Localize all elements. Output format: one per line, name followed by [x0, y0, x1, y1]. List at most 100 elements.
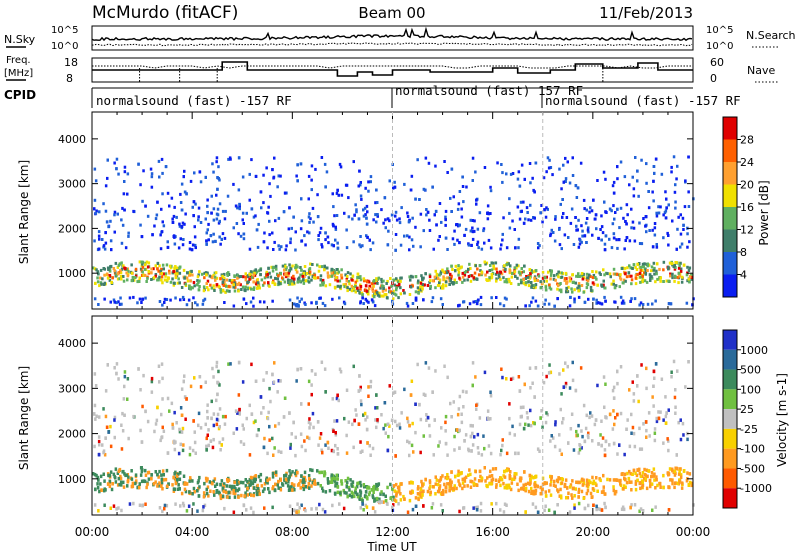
power-cell-2106 — [614, 272, 617, 276]
velocity-cell-1919 — [123, 413, 126, 417]
power-cell-130 — [160, 267, 163, 271]
velocity-cell-1532 — [277, 486, 280, 490]
noise-right-tick-top: 10^5 — [706, 25, 733, 36]
power-cell-1618 — [679, 261, 682, 265]
power-cell-2580 — [625, 222, 628, 226]
power-cell-1153 — [547, 166, 551, 170]
velocity-cell-1756 — [594, 481, 597, 486]
velocity-cell-1045 — [97, 509, 100, 513]
power-cell-2184 — [564, 180, 567, 183]
power-cell-2148 — [603, 242, 607, 246]
velocity-cell-1053 — [162, 473, 165, 477]
power-cell-1537 — [93, 167, 97, 171]
power-cell-2006 — [441, 303, 444, 306]
power-cell-2539 — [156, 267, 159, 271]
power-cell-1144 — [169, 280, 173, 284]
power-cell-2519 — [107, 268, 110, 271]
power-cell-2285 — [652, 165, 656, 168]
power-cell-1434 — [253, 273, 257, 277]
power-cell-2062 — [677, 281, 680, 285]
velocity-cell-92 — [660, 377, 664, 381]
velocity-cell-1955 — [577, 490, 580, 494]
velocity-cell-1479 — [318, 470, 321, 475]
power-cell-148 — [161, 220, 164, 224]
velocity-cell-1051 — [460, 420, 464, 425]
velocity-cell-1739 — [534, 488, 538, 493]
velocity-cell-1206 — [461, 477, 464, 482]
power-cell-2424 — [113, 300, 116, 304]
power-cell-1560 — [665, 279, 668, 283]
velocity-cell-1550 — [333, 476, 337, 481]
velocity-cell-1923 — [357, 422, 361, 426]
velocity-cell-44 — [595, 476, 598, 480]
power-cell-457 — [392, 297, 395, 301]
velocity-cell-2087 — [107, 430, 110, 434]
power-cell-91 — [399, 243, 403, 247]
velocity-cell-1100 — [188, 452, 192, 457]
velocity-cell-226 — [259, 478, 262, 483]
power-cell-96 — [303, 234, 306, 238]
power-cell-1562 — [641, 262, 645, 266]
power-cell-404 — [587, 230, 590, 234]
power-cell-1484 — [94, 179, 98, 183]
power-cell-1113 — [554, 278, 557, 282]
power-cell-2566 — [250, 207, 254, 211]
power-cell-2248 — [513, 266, 517, 270]
power-cell-1008 — [534, 299, 538, 303]
velocity-cell-957 — [115, 507, 118, 511]
power-cell-1806 — [568, 304, 572, 308]
power-cell-2269 — [137, 162, 140, 166]
velocity-cell-1195 — [527, 489, 531, 494]
velocity-cell-876 — [311, 480, 314, 485]
velocity-cell-1267 — [464, 433, 468, 437]
power-cell-2028 — [218, 178, 221, 182]
velocity-cell-834 — [667, 439, 670, 443]
velocity-cell-1250 — [425, 418, 428, 422]
power-cell-1198 — [336, 284, 340, 288]
power-cell-2239 — [469, 229, 473, 233]
power-cell-1299 — [446, 267, 449, 271]
power-cell-1715 — [622, 281, 625, 285]
power-cell-1587 — [213, 275, 217, 279]
velocity-cell-1780 — [274, 482, 277, 487]
power-cell-1357 — [154, 274, 157, 278]
power-cell-1161 — [269, 275, 273, 279]
power-cell-43 — [651, 302, 654, 306]
velocity-cell-1174 — [361, 449, 364, 453]
velocity-cell-384 — [347, 485, 350, 490]
velocity-cell-1400 — [393, 498, 397, 502]
power-cell-2477 — [361, 296, 364, 300]
velocity-cell-995 — [99, 482, 102, 486]
velocity-cell-1548 — [560, 477, 563, 481]
power-cell-2295 — [444, 236, 448, 240]
power-cell-1761 — [502, 304, 506, 308]
velocity-cell-2061 — [604, 415, 607, 419]
power-cell-464 — [347, 280, 350, 283]
power-cell-2085 — [113, 213, 116, 217]
power-cell-2418 — [414, 275, 418, 279]
power-cell-1130 — [680, 242, 684, 246]
velocity-cell-1341 — [680, 481, 684, 485]
power-cell-1848 — [634, 276, 638, 280]
velocity-cell-1861 — [237, 495, 240, 499]
velocity-cell-13 — [248, 403, 251, 408]
power-cell-1639 — [623, 247, 626, 251]
time-tick-label-2: 08:00 — [275, 525, 310, 539]
velocity-cell-930 — [233, 495, 237, 499]
velocity-cell-1330 — [158, 469, 161, 474]
power-cell-2039 — [588, 273, 591, 277]
velocity-cell-1703 — [503, 475, 507, 479]
power-cell-1286 — [240, 288, 243, 291]
velocity-cell-1721 — [345, 485, 348, 489]
power-cell-149 — [269, 194, 272, 198]
velocity-cell-1407 — [265, 476, 268, 480]
velocity-cell-1447 — [307, 402, 310, 406]
power-cell-1899 — [567, 285, 570, 289]
velocity-cell-826 — [115, 362, 119, 366]
power-cell-97 — [566, 160, 569, 164]
power-cell-2521 — [140, 260, 143, 264]
power-cell-2530 — [448, 283, 451, 286]
power-cell-2453 — [366, 235, 369, 239]
power-cell-2378 — [603, 248, 607, 252]
power-cell-1596 — [345, 246, 349, 250]
